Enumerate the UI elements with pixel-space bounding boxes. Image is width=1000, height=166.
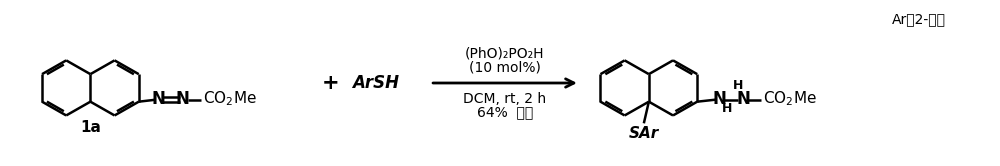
Text: CO$_2$Me: CO$_2$Me xyxy=(203,89,256,108)
Text: 64%  收率: 64% 收率 xyxy=(477,106,533,120)
Text: +: + xyxy=(322,73,339,93)
Text: (PhO)₂PO₂H: (PhO)₂PO₂H xyxy=(465,46,545,60)
Text: N: N xyxy=(712,90,726,108)
Text: N: N xyxy=(736,90,750,108)
Text: SAr: SAr xyxy=(629,126,659,141)
Text: 1a: 1a xyxy=(80,120,101,135)
Text: ArSH: ArSH xyxy=(352,74,399,92)
Text: H: H xyxy=(722,102,732,115)
Text: (10 mol%): (10 mol%) xyxy=(469,60,541,74)
Text: Ar为2-萘基: Ar为2-萘基 xyxy=(892,12,946,26)
Text: N: N xyxy=(176,90,190,108)
Text: DCM, rt, 2 h: DCM, rt, 2 h xyxy=(463,92,547,106)
Text: CO$_2$Me: CO$_2$Me xyxy=(763,89,817,108)
Text: N: N xyxy=(152,90,166,108)
Text: H: H xyxy=(733,80,743,92)
